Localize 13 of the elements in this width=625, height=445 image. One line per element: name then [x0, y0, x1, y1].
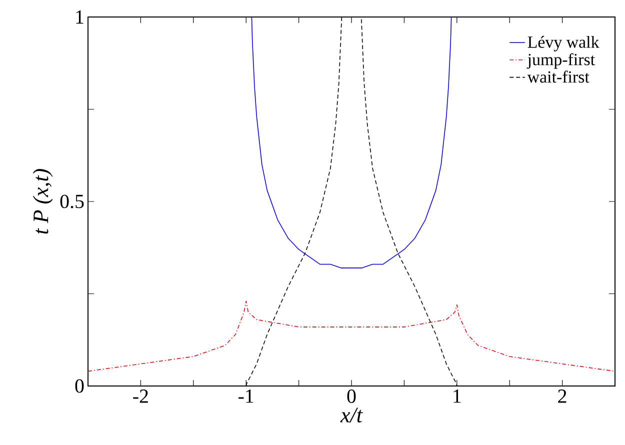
x-tick-label: -2 — [133, 390, 148, 403]
x-axis-title: x/t — [340, 408, 363, 422]
legend-label: jump-first — [526, 53, 595, 69]
x-tick-label: 1 — [454, 390, 461, 403]
y-tick-label: 1 — [76, 10, 84, 24]
x-tick-label: -1 — [238, 390, 254, 403]
legend-label: Lévy walk — [528, 36, 600, 52]
y-tick-label: 0.5 — [60, 194, 84, 208]
y-axis-title: t P (x,t) — [32, 169, 53, 234]
x-tick-label: 0 — [347, 390, 356, 403]
x-tick-label: 2 — [558, 390, 566, 403]
y-tick-label: 0 — [75, 379, 84, 393]
legend-label: wait-first — [527, 70, 590, 83]
